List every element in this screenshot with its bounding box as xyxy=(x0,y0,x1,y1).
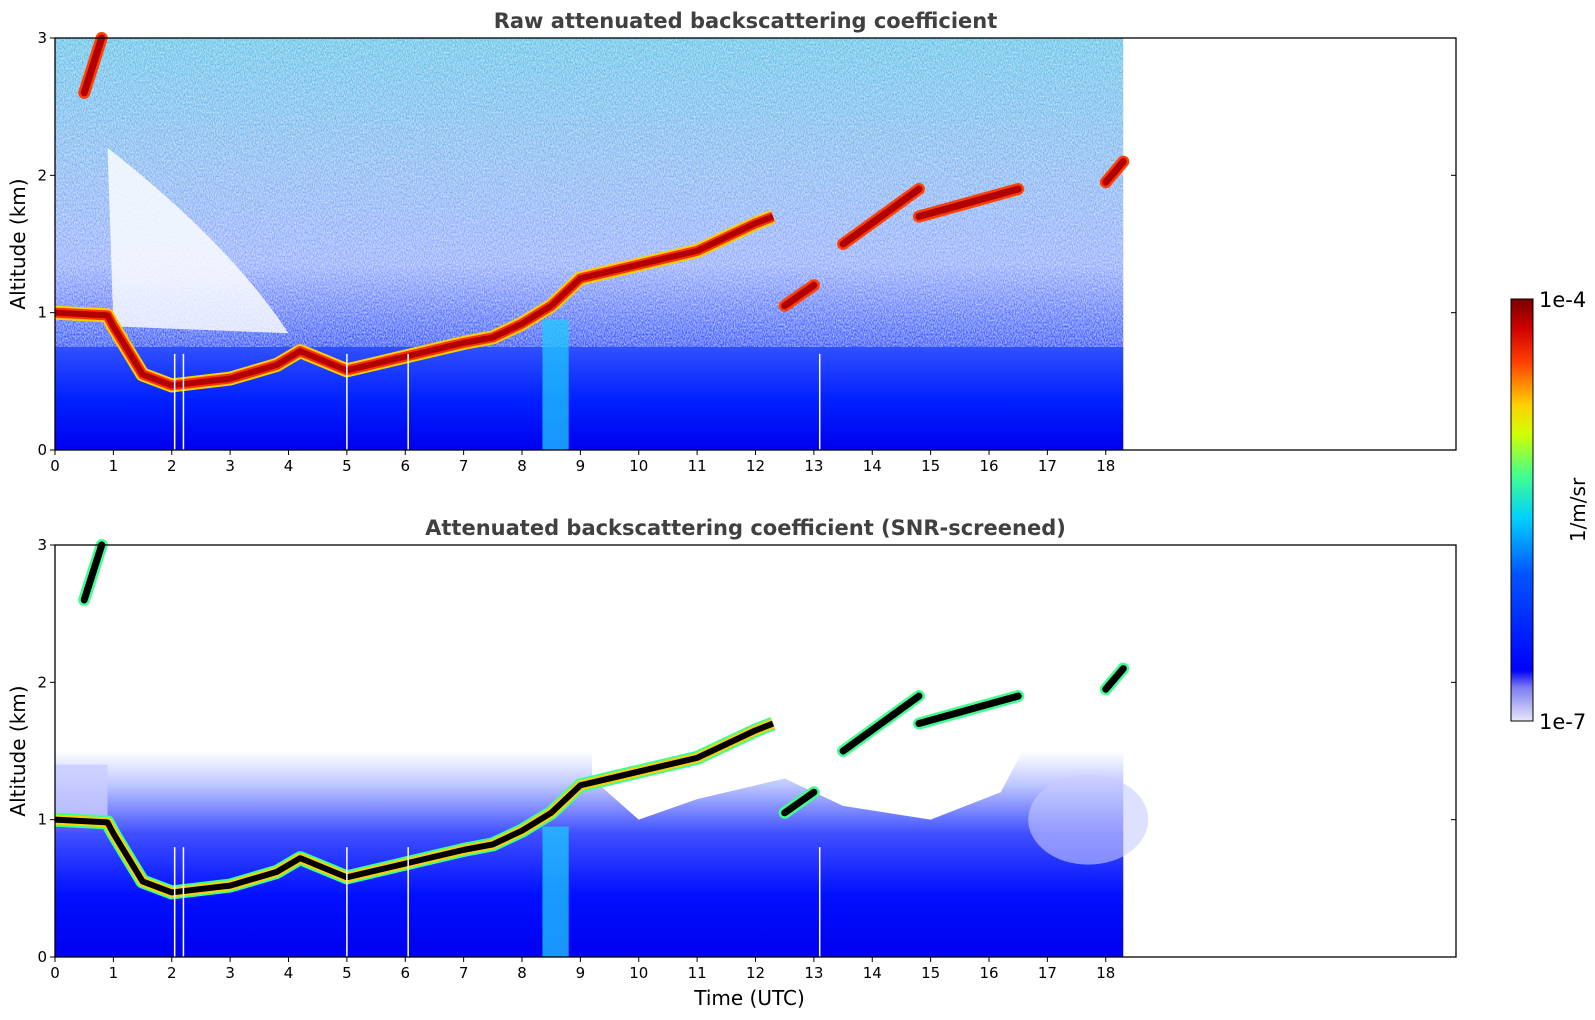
cloud-segment xyxy=(915,692,1022,728)
x-tick-label: 11 xyxy=(688,964,707,982)
y-tick-label: 0 xyxy=(37,948,47,966)
colorbar-min-label: 1e-7 xyxy=(1539,710,1586,734)
panel-2: Attenuated backscattering coefficient (S… xyxy=(6,516,1457,1010)
x-tick-label: 16 xyxy=(979,964,998,982)
x-tick-label: 16 xyxy=(979,457,998,475)
x-tick-label: 14 xyxy=(863,457,882,475)
x-tick-label: 5 xyxy=(342,457,352,475)
y-axis-label: Altitude (km) xyxy=(6,178,30,309)
cloud-segment xyxy=(915,185,1022,221)
cloud-segment xyxy=(80,34,106,97)
y-axis-label: Altitude (km) xyxy=(6,685,30,816)
plume xyxy=(542,319,569,450)
y-tick-label: 2 xyxy=(37,673,47,691)
chart-title: Raw attenuated backscattering coefficien… xyxy=(494,9,998,33)
cloud-segment xyxy=(781,788,818,817)
x-tick-label: 15 xyxy=(921,457,940,475)
x-tick-label: 13 xyxy=(804,964,823,982)
colorbar-max-label: 1e-4 xyxy=(1539,288,1586,312)
x-tick-label: 3 xyxy=(225,457,235,475)
x-tick-label: 1 xyxy=(109,457,119,475)
x-tick-label: 13 xyxy=(804,457,823,475)
x-tick-label: 4 xyxy=(284,964,294,982)
cloud-segment xyxy=(1102,665,1127,693)
x-tick-label: 3 xyxy=(225,964,235,982)
x-tick-label: 10 xyxy=(629,964,648,982)
x-tick-label: 0 xyxy=(50,964,60,982)
cloud-segment xyxy=(839,185,923,248)
x-axis-label: Time (UTC) xyxy=(693,986,805,1010)
x-tick-label: 10 xyxy=(629,457,648,475)
x-tick-label: 18 xyxy=(1096,457,1115,475)
x-tick-label: 2 xyxy=(167,457,177,475)
colorbar-label: 1/m/sr xyxy=(1566,477,1590,542)
x-tick-label: 9 xyxy=(576,457,586,475)
x-tick-label: 8 xyxy=(517,457,527,475)
x-tick-label: 0 xyxy=(50,457,60,475)
x-tick-label: 11 xyxy=(688,457,707,475)
x-tick-label: 18 xyxy=(1096,964,1115,982)
x-tick-label: 7 xyxy=(459,964,469,982)
x-tick-label: 9 xyxy=(576,964,586,982)
x-tick-label: 4 xyxy=(284,457,294,475)
x-tick-label: 6 xyxy=(400,964,410,982)
x-tick-label: 8 xyxy=(517,964,527,982)
layer-core xyxy=(54,720,775,896)
cloud-segment xyxy=(781,281,818,310)
x-tick-label: 5 xyxy=(342,964,352,982)
colorbar xyxy=(1510,298,1534,722)
x-tick-label: 14 xyxy=(863,964,882,982)
y-tick-label: 3 xyxy=(37,29,47,47)
y-tick-label: 0 xyxy=(37,441,47,459)
x-tick-label: 17 xyxy=(1038,964,1057,982)
x-tick-label: 12 xyxy=(746,457,765,475)
x-tick-label: 15 xyxy=(921,964,940,982)
x-tick-label: 6 xyxy=(400,457,410,475)
cloud-segment xyxy=(839,692,923,755)
plume xyxy=(542,826,569,957)
chart-title: Attenuated backscattering coefficient (S… xyxy=(425,516,1066,540)
y-tick-label: 1 xyxy=(37,304,47,322)
layer-core xyxy=(54,213,775,389)
x-tick-label: 1 xyxy=(109,964,119,982)
cloud-segment xyxy=(80,541,106,604)
x-tick-label: 2 xyxy=(167,964,177,982)
x-tick-label: 12 xyxy=(746,964,765,982)
y-tick-label: 3 xyxy=(37,536,47,554)
panel-1: Raw attenuated backscattering coefficien… xyxy=(6,9,1457,475)
cloud-segment xyxy=(1102,158,1127,186)
y-tick-label: 1 xyxy=(37,811,47,829)
x-tick-label: 7 xyxy=(459,457,469,475)
y-tick-label: 2 xyxy=(37,166,47,184)
x-tick-label: 17 xyxy=(1038,457,1057,475)
aerosol-haze xyxy=(1028,774,1149,865)
clear-region xyxy=(107,147,289,334)
